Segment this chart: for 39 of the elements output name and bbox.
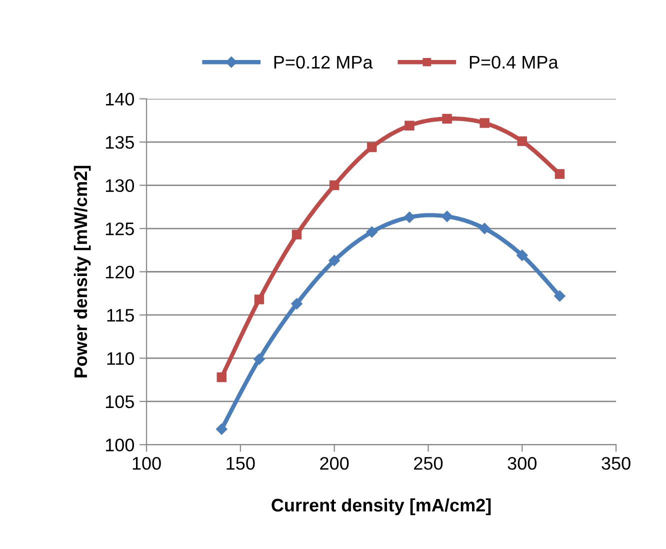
point [441, 210, 453, 222]
y-tick-label: 100 [106, 438, 134, 452]
point [554, 290, 566, 302]
point [442, 114, 452, 124]
point [216, 424, 228, 435]
y-tick-label: 135 [106, 136, 134, 149]
point [554, 169, 565, 179]
point [328, 254, 340, 266]
point [292, 230, 302, 240]
legend-label: P=0.12 MPa [274, 56, 373, 69]
point [329, 180, 340, 190]
y-tick-label: 120 [106, 266, 134, 278]
point [216, 372, 227, 382]
y-tick-label: 140 [106, 92, 134, 106]
y-tick-label: 130 [106, 179, 134, 192]
point [366, 226, 378, 238]
x-tick-label: 150 [226, 456, 255, 470]
y-tick-label: 110 [107, 352, 134, 365]
point [254, 294, 264, 304]
y-tick-label: 105 [106, 395, 134, 408]
x-tick-label: 250 [414, 456, 443, 470]
point [291, 298, 302, 310]
point [367, 142, 377, 152]
legend-label: P=0.4 MPa [470, 56, 558, 69]
point [480, 118, 490, 128]
y-axis-title: Power density [mW/cm2] [74, 166, 91, 378]
x-tick-label: 100 [132, 456, 161, 470]
point [404, 120, 414, 130]
x-tick-label: 200 [320, 456, 349, 470]
point [478, 222, 490, 234]
point [254, 353, 265, 365]
y-tick-label: 115 [107, 309, 134, 322]
point [517, 136, 528, 146]
x-tick-label: 300 [508, 456, 536, 470]
y-tick-label: 125 [106, 222, 134, 236]
x-axis-title: Current density [mA/cm2] [272, 498, 491, 516]
point [516, 250, 528, 261]
point [404, 212, 416, 223]
x-tick-label: 350 [602, 456, 630, 470]
